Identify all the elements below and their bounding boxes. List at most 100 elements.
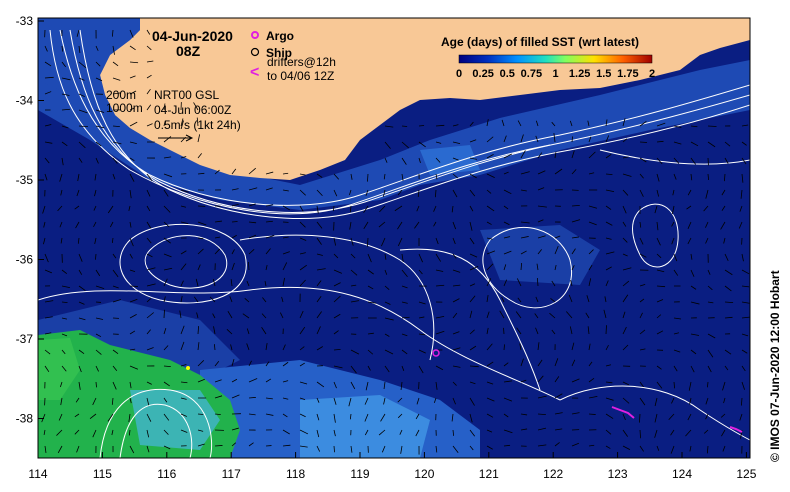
- current-vector: [705, 413, 709, 420]
- current-vector: [469, 157, 477, 160]
- current-vector: [299, 221, 306, 228]
- current-vector: [89, 413, 97, 420]
- isobath-200m-label: 200m: [106, 88, 136, 102]
- current-vector: [551, 329, 556, 335]
- current-vector: [146, 173, 153, 182]
- current-vector: [364, 413, 369, 422]
- current-vector: [333, 330, 339, 335]
- current-vector: [350, 253, 356, 259]
- current-vector: [739, 413, 743, 421]
- current-vector: [107, 205, 114, 214]
- current-vector: [180, 413, 187, 417]
- current-vector: [469, 205, 474, 212]
- current-vector: [622, 156, 629, 159]
- current-vector: [384, 253, 387, 260]
- current-vector: [723, 237, 726, 244]
- current-vector: [639, 189, 644, 197]
- current-vector: [333, 429, 336, 437]
- current-vector: [367, 332, 374, 335]
- current-vector: [299, 429, 309, 435]
- current-vector: [397, 189, 403, 196]
- current-vector: [707, 349, 714, 358]
- current-vector: [129, 141, 137, 145]
- current-vector: [197, 413, 204, 415]
- current-vector: [265, 343, 268, 351]
- current-vector: [469, 265, 479, 271]
- current-vector: [231, 249, 235, 255]
- current-vector: [537, 395, 547, 399]
- current-vector: [230, 344, 233, 351]
- current-vector: [112, 365, 118, 372]
- current-vector: [61, 317, 68, 320]
- contours: [38, 29, 750, 458]
- current-vector: [146, 221, 152, 229]
- current-vector: [656, 381, 663, 389]
- current-vector: [129, 397, 132, 404]
- current-vector: [61, 61, 67, 68]
- current-vector: [95, 365, 99, 372]
- current-vector: [605, 344, 609, 351]
- x-tick-label: 116: [157, 467, 176, 481]
- current-vector: [503, 429, 513, 434]
- current-vector: [95, 157, 99, 164]
- current-vector: [180, 280, 184, 287]
- current-vector: [656, 221, 659, 231]
- current-vector: [452, 253, 457, 259]
- current-vector: [469, 139, 477, 143]
- current-vector: [622, 138, 628, 143]
- current-vector: [107, 413, 114, 422]
- current-vector: [333, 269, 343, 274]
- current-vector: [384, 285, 390, 290]
- current-vector: [244, 297, 250, 303]
- current-vector: [418, 349, 426, 354]
- isobath-1000m-label: 1000m: [106, 101, 143, 115]
- current-vector: [503, 362, 509, 367]
- current-time-label: 04-Jun 06:00Z: [154, 103, 231, 117]
- current-vector: [703, 205, 709, 212]
- current-vector: [486, 278, 492, 287]
- current-vector: [585, 312, 590, 319]
- current-vector: [622, 413, 626, 421]
- current-vector: [60, 397, 63, 406]
- current-vector: [383, 173, 386, 180]
- current-vector: [299, 346, 305, 351]
- current-vector: [723, 397, 726, 404]
- current-vector: [639, 221, 642, 228]
- current-vector: [248, 221, 257, 224]
- current-vector: [622, 205, 627, 214]
- current-vector: [129, 365, 139, 370]
- current-vector: [78, 285, 86, 291]
- current-vector: [639, 312, 643, 319]
- current-vector: [212, 313, 216, 319]
- current-scale-label: 0.5m/s (1kt 24h): [154, 118, 241, 132]
- current-vector: [180, 341, 185, 351]
- current-vector: [163, 156, 172, 159]
- current-vector: [226, 328, 233, 335]
- current-vector: [78, 61, 87, 68]
- current-vector: [350, 269, 358, 276]
- colorbar-ramp: [458, 54, 653, 64]
- current-vector: [333, 189, 338, 197]
- colorbar-tick-label: 1.5: [596, 68, 611, 80]
- current-vector: [503, 413, 509, 418]
- current-vector: [435, 330, 445, 335]
- current-vector: [43, 429, 46, 436]
- current-vector: [77, 237, 80, 244]
- current-vector: [469, 237, 475, 245]
- current-vector: [384, 125, 394, 128]
- current-vector: [433, 205, 437, 212]
- current-vector: [383, 381, 386, 390]
- current-vector: [78, 269, 83, 275]
- current-vector: [520, 236, 529, 239]
- current-vector: [92, 397, 97, 406]
- current-vector: [452, 173, 458, 179]
- current-vector: [486, 413, 494, 418]
- current-vector: [452, 429, 455, 436]
- current-vector: [687, 237, 692, 245]
- current-vector: [316, 237, 322, 245]
- current-vector: [418, 253, 423, 263]
- colorbar-tick-label: 2: [649, 68, 655, 80]
- current-vector: [316, 173, 323, 178]
- current-vector: [230, 279, 233, 287]
- current-vector: [231, 203, 239, 207]
